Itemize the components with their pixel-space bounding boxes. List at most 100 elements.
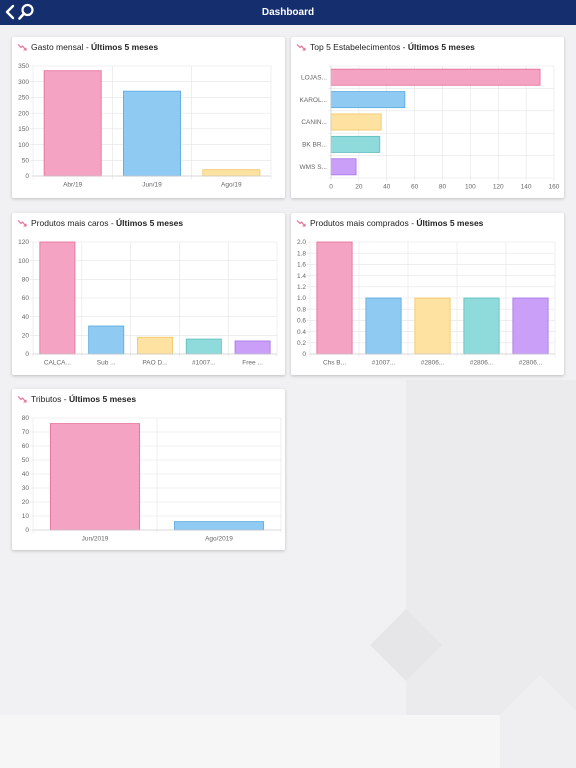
y-tick-label: 1.4: [297, 273, 306, 280]
bar: [202, 169, 261, 177]
x-tick-label: 160: [549, 184, 560, 191]
y-tick-label: 1.6: [297, 262, 306, 269]
card-produtos-mais-caros: Produtos mais caros - Últimos 5 meses 0 2…: [12, 213, 285, 375]
y-tick-label: 150: [18, 126, 29, 133]
bar: [330, 113, 382, 131]
bar: [330, 158, 357, 176]
bar: [414, 297, 451, 355]
x-tick-label: 140: [521, 184, 532, 191]
y-tick-label: 100: [18, 142, 29, 149]
y-tick-label: CANIN...: [301, 119, 327, 126]
card-title-text: Top 5 Estabelecimentos: [310, 42, 401, 52]
y-tick-label: 0.8: [297, 306, 306, 313]
y-tick-label: 0.6: [297, 318, 306, 325]
card-tributos: Tributos - Últimos 5 meses 0 10 20 30 40 50 60…: [12, 389, 285, 550]
trend-down-icon: [296, 44, 306, 51]
y-tick-label: 200: [18, 110, 29, 117]
card-title: Top 5 Estabelecimentos - Últimos 5 meses: [296, 41, 475, 53]
y-tick-label: 50: [22, 457, 30, 464]
y-tick-label: 100: [18, 258, 29, 265]
y-tick-label: 0.2: [297, 340, 306, 347]
y-tick-label: 20: [22, 499, 30, 506]
chart-produtos-mais-caros: 0 20 40 60 80 100 120 CALCA... Sub ... PAO D... #1…: [18, 239, 278, 367]
y-tick-label: 300: [18, 79, 29, 86]
y-tick-label: 1.8: [297, 250, 306, 257]
x-tick-label: Ago/2019: [205, 536, 233, 543]
x-tick-label: 80: [439, 184, 447, 191]
card-gasto-mensal: Gasto mensal - Últimos 5 meses 0 50 100 150…: [12, 37, 285, 198]
x-tick-label: #1007...: [192, 360, 216, 367]
bar: [123, 90, 181, 177]
page-title: Dashboard: [261, 7, 315, 18]
bar: [512, 297, 549, 355]
y-tick-label: 0: [25, 527, 29, 534]
bar: [330, 91, 406, 109]
y-tick-label: 40: [22, 314, 30, 321]
y-tick-label: 60: [22, 443, 30, 450]
x-tick-label: Jun/19: [142, 182, 162, 189]
bar: [43, 70, 102, 177]
y-tick-label: 20: [22, 333, 30, 340]
x-tick-label: Ago/19: [221, 182, 242, 189]
x-tick-label: CALCA...: [44, 360, 71, 367]
bar: [463, 297, 500, 355]
bar: [234, 340, 271, 355]
y-tick-label: 0: [302, 351, 306, 358]
trend-down-icon: [17, 220, 27, 227]
bar: [330, 68, 541, 86]
x-tick-label: 60: [411, 184, 419, 191]
bar: [365, 297, 402, 355]
y-tick-label: 80: [22, 415, 30, 422]
card-title-period: Últimos 5 meses: [91, 42, 159, 52]
x-tick-label: 20: [355, 184, 363, 191]
x-tick-label: Chs B...: [323, 360, 346, 367]
chart-gasto-mensal: 0 50 100 150 200 250 300 350 Abr/19 Jun/19 Ago/19: [18, 63, 272, 189]
card-title-text: Produtos mais comprados: [310, 218, 409, 228]
y-tick-label: 70: [22, 429, 30, 436]
bar: [88, 325, 125, 355]
x-tick-label: 120: [493, 184, 504, 191]
card-title: Produtos mais caros - Últimos 5 meses: [17, 217, 183, 229]
x-tick-label: #2806...: [470, 360, 494, 367]
y-tick-label: 60: [22, 295, 30, 302]
search-icon[interactable]: [17, 2, 35, 22]
chart-tributos: 0 10 20 30 40 50 60 70 80 Jun/2019 Ago/2019: [22, 415, 282, 543]
y-tick-label: LOJAS...: [301, 74, 327, 81]
x-tick-label: #1007...: [372, 360, 396, 367]
y-tick-label: 80: [22, 277, 30, 284]
card-title: Tributos - Últimos 5 meses: [17, 393, 136, 405]
y-tick-label: KAROL...: [300, 97, 328, 104]
back-arrow-icon[interactable]: [3, 2, 17, 22]
y-tick-label: 120: [18, 239, 29, 246]
card-title: Gasto mensal - Últimos 5 meses: [17, 41, 158, 53]
header-bar: Dashboard: [0, 0, 576, 25]
card-title-text: Produtos mais caros: [31, 218, 109, 228]
x-tick-label: Abr/19: [63, 182, 83, 189]
chart-produtos-mais-comprados: 0 0.2 0.4 0.6 0.8 1.0 1.2 1.4 1.6 1.8 2.0 Chs B... #…: [297, 239, 556, 367]
card-title-period: Últimos 5 meses: [407, 42, 475, 52]
card-produtos-mais-comprados: Produtos mais comprados - Últimos 5 mese…: [291, 213, 564, 375]
card-title: Produtos mais comprados - Últimos 5 mese…: [296, 217, 483, 229]
bar: [39, 241, 76, 355]
trend-down-icon: [17, 44, 27, 51]
card-title-text: Tributos: [31, 394, 62, 404]
bar: [185, 338, 222, 355]
x-tick-label: 100: [465, 184, 476, 191]
trend-down-icon: [17, 396, 27, 403]
y-tick-label: 0: [25, 173, 29, 180]
x-tick-label: 0: [329, 184, 333, 191]
trend-down-icon: [296, 220, 306, 227]
background-pattern: [0, 380, 576, 768]
card-title-period: Últimos 5 meses: [416, 218, 484, 228]
y-tick-label: 30: [22, 485, 30, 492]
card-title-period: Últimos 5 meses: [116, 218, 184, 228]
y-tick-label: BK BR...: [302, 142, 327, 149]
x-tick-label: PAO D...: [142, 360, 167, 367]
y-tick-label: 50: [22, 157, 30, 164]
x-tick-label: #2806...: [421, 360, 445, 367]
card-top-5-estabelecimentos: Top 5 Estabelecimentos - Últimos 5 meses…: [291, 37, 564, 198]
y-tick-label: 1.2: [297, 284, 306, 291]
y-tick-label: 40: [22, 471, 30, 478]
x-tick-label: Sub ...: [97, 360, 116, 367]
x-tick-label: Free ...: [242, 360, 263, 367]
